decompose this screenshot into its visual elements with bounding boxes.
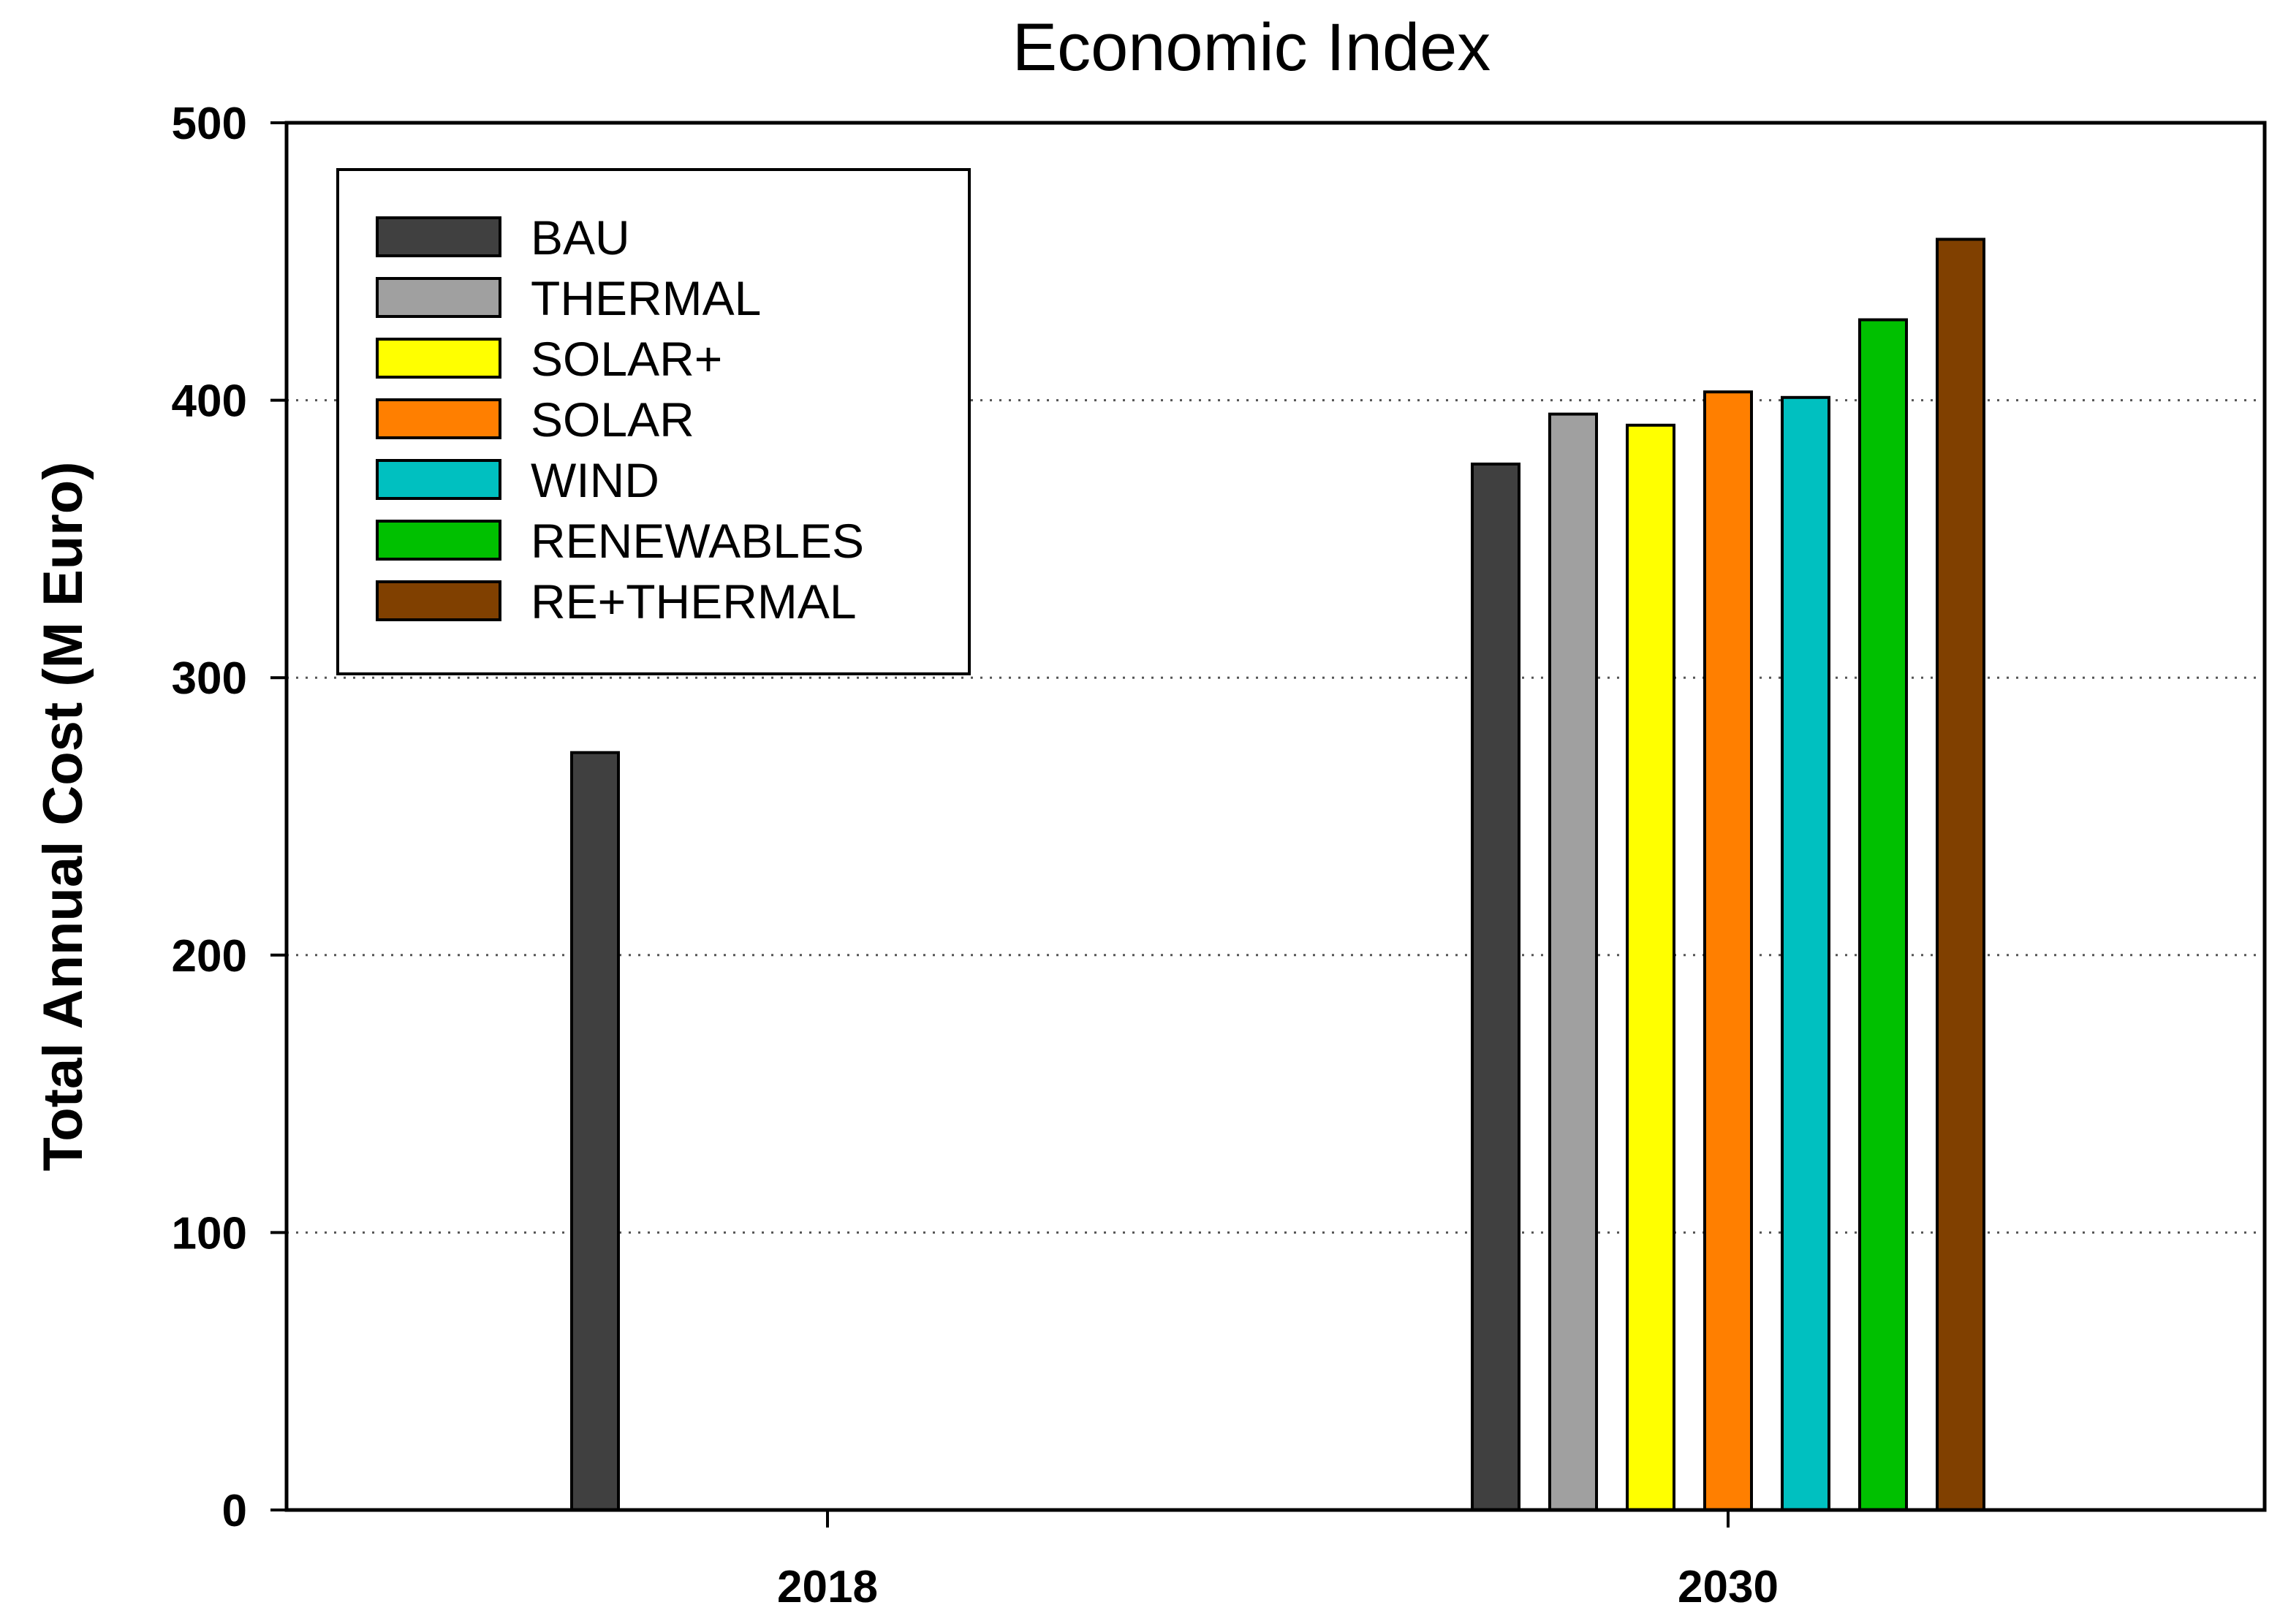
y-tick-label-0: 0 (222, 1486, 247, 1536)
chart-title: Economic Index (1012, 10, 1491, 85)
y-axis: 0 100 200 300 400 500 (172, 99, 287, 1536)
y-tick-label-100: 100 (172, 1208, 247, 1259)
legend-swatch-wind (376, 459, 501, 500)
legend-label-renewables: RENEWABLES (531, 514, 864, 568)
legend-swatch-solar (376, 398, 501, 439)
y-tick-label-500: 500 (172, 99, 247, 149)
legend-label-wind: WIND (531, 453, 659, 507)
bar-2030-solar (1703, 390, 1753, 1511)
legend-swatch-renewables (376, 520, 501, 561)
legend-swatch-thermal (376, 277, 501, 318)
bar-2030-thermal (1548, 412, 1598, 1512)
legend-label-solar: SOLAR (531, 392, 694, 447)
y-tick-label-300: 300 (172, 653, 247, 704)
bar-2030-solar- (1626, 423, 1675, 1511)
bar-2030-wind (1781, 395, 1830, 1512)
legend-label-re-thermal: RE+THERMAL (531, 574, 857, 629)
y-tick-label-200: 200 (172, 931, 247, 982)
x-tick-label-2018: 2018 (777, 1562, 878, 1612)
y-tick-label-400: 400 (172, 376, 247, 427)
legend: BAU THERMAL SOLAR+ SOLAR WIND RENEWABLES RE+TH… (336, 168, 971, 675)
bar-2030-renewables (1858, 318, 1908, 1511)
legend-swatch-re-thermal (376, 580, 501, 621)
bar-2030-bau (1471, 462, 1520, 1512)
plot-area-frame (284, 121, 2267, 1512)
legend-label-solar-: SOLAR+ (531, 332, 722, 386)
x-tick-label-2030: 2030 (1678, 1562, 1779, 1612)
bar-2018-bau (570, 751, 620, 1511)
legend-swatch-solar- (376, 338, 501, 379)
x-axis: 2018 2030 (777, 1510, 1779, 1612)
legend-swatch-bau (376, 216, 501, 257)
y-axis-label: Total Annual Cost (M Euro) (32, 461, 94, 1171)
legend-label-thermal: THERMAL (531, 271, 761, 325)
bar-2030-re-thermal (1936, 238, 1985, 1511)
gridlines (287, 399, 2265, 1234)
legend-label-bau: BAU (531, 210, 630, 265)
